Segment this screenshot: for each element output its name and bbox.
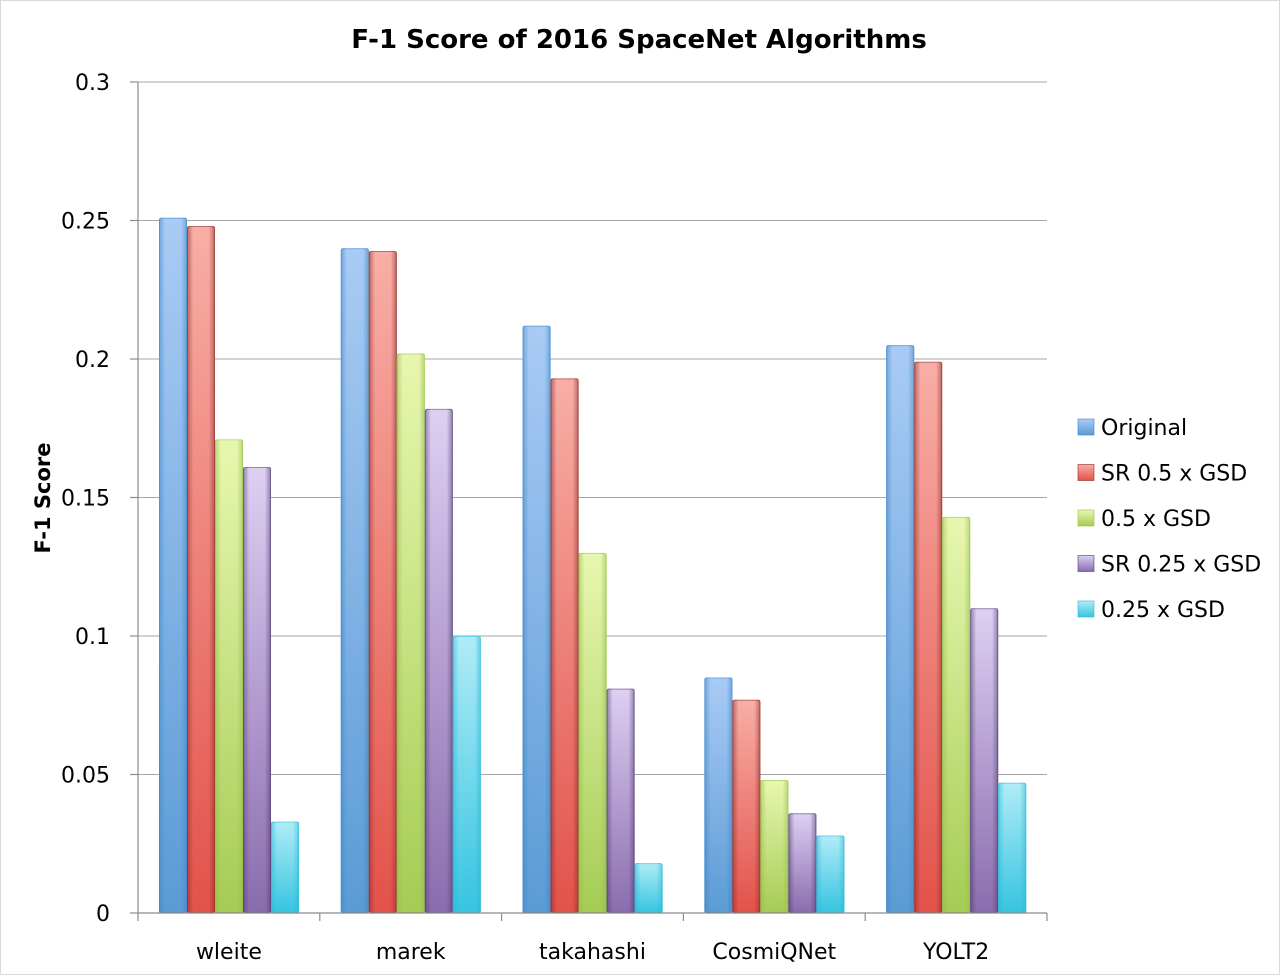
bars <box>159 217 1027 914</box>
bar-takahashi-sr-0-5-x-gsd <box>550 378 579 913</box>
legend-label: 0.25 x GSD <box>1101 598 1225 623</box>
bar-marek-0-5-x-gsd <box>396 353 425 914</box>
x-tick-label-wleite: wleite <box>196 940 262 965</box>
bar-wleite-0-5-x-gsd <box>215 439 243 913</box>
legend-swatch <box>1077 600 1095 618</box>
bar-cosmiqnet-sr-0-5-x-gsd <box>732 699 761 914</box>
bar-yolt2-0-5-x-gsd <box>942 516 971 913</box>
legend-item-original: Original <box>1077 416 1187 441</box>
bar-cosmiqnet-original <box>704 677 733 913</box>
bar-wleite-sr-0-5-x-gsd <box>187 226 215 914</box>
bar-yolt2-original <box>886 345 915 913</box>
legend-item-0-5-x-gsd: 0.5 x GSD <box>1077 507 1211 532</box>
x-axis-ticks: wleite marek takahashi CosmiQNet YOLT2 <box>137 913 1048 965</box>
bar-yolt2-sr-0-5-x-gsd <box>914 361 943 913</box>
bar-wleite-0-25-x-gsd <box>271 821 299 914</box>
y-tick-label: 0.25 <box>61 210 110 235</box>
legend-label: SR 0.5 x GSD <box>1101 462 1247 487</box>
legend-label: SR 0.25 x GSD <box>1101 553 1261 578</box>
x-tick-label-marek: marek <box>376 940 446 965</box>
bar-takahashi-original <box>522 325 551 913</box>
bar-marek-sr-0-5-x-gsd <box>368 250 397 914</box>
bar-wleite-sr-0-25-x-gsd <box>243 467 271 913</box>
legend-swatch <box>1077 464 1095 481</box>
y-axis-title: F-1 Score <box>31 443 55 554</box>
legend: Original SR 0.5 x GSD 0.5 x GSD SR 0.25 x G… <box>1077 416 1261 623</box>
y-tick-label: 0.3 <box>75 71 110 96</box>
bar-marek-0-25-x-gsd <box>452 636 481 913</box>
x-tick-label-cosmiqnet: CosmiQNet <box>712 940 836 965</box>
y-axis-ticks: 0 0.05 0.1 0.15 0.2 0.25 0.3 <box>61 71 138 927</box>
y-tick-label: 0.15 <box>61 487 110 512</box>
legend-item-sr-0-25-x-gsd: SR 0.25 x GSD <box>1077 553 1261 578</box>
x-tick-label-takahashi: takahashi <box>539 940 646 965</box>
legend-label: 0.5 x GSD <box>1101 507 1211 532</box>
bar-cosmiqnet-0-5-x-gsd <box>760 780 789 913</box>
axes <box>137 82 1047 914</box>
bar-cosmiqnet-sr-0-25-x-gsd <box>788 813 817 914</box>
legend-swatch <box>1077 418 1095 436</box>
y-tick-label: 0.2 <box>75 348 110 373</box>
y-tick-label: 0.05 <box>61 764 110 789</box>
y-tick-label: 0.1 <box>75 625 110 650</box>
legend-item-0-25-x-gsd: 0.25 x GSD <box>1077 598 1225 623</box>
legend-item-sr-0-5-x-gsd: SR 0.5 x GSD <box>1077 462 1247 487</box>
x-tick-label-yolt2: YOLT2 <box>922 940 989 965</box>
bar-takahashi-0-25-x-gsd <box>634 863 663 914</box>
bar-wleite-original <box>159 217 187 914</box>
bar-yolt2-0-25-x-gsd <box>998 782 1027 913</box>
legend-label: Original <box>1101 416 1187 441</box>
bar-takahashi-sr-0-25-x-gsd <box>606 688 635 913</box>
bar-takahashi-0-5-x-gsd <box>578 552 607 914</box>
bar-cosmiqnet-0-25-x-gsd <box>816 835 845 913</box>
bar-yolt2-sr-0-25-x-gsd <box>970 608 999 913</box>
bar-marek-sr-0-25-x-gsd <box>424 408 453 913</box>
bar-marek-original <box>340 248 369 913</box>
legend-swatch <box>1077 509 1095 527</box>
y-tick-label: 0 <box>96 902 110 927</box>
chart-title: F-1 Score of 2016 SpaceNet Algorithms <box>351 25 927 55</box>
legend-swatch <box>1077 555 1095 572</box>
